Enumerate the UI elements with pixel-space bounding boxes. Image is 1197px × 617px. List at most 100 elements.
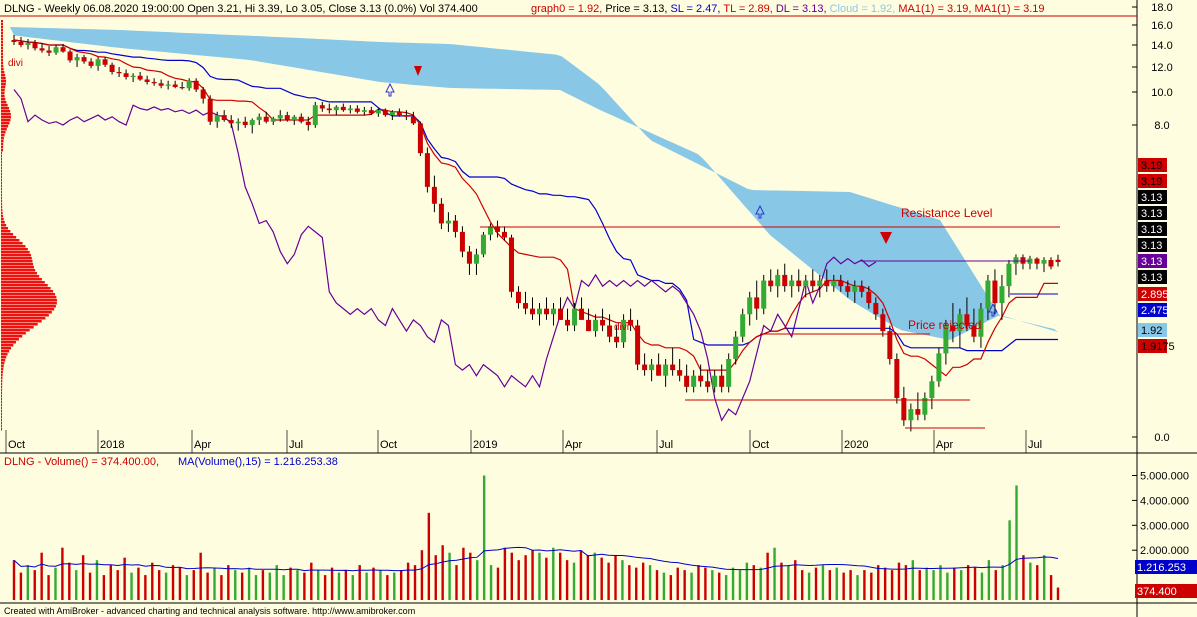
time-tick-label: Apr	[565, 439, 582, 451]
candle	[572, 303, 578, 332]
candle	[123, 69, 129, 80]
volume-profile-bar	[1, 143, 4, 146]
candle	[663, 358, 669, 387]
volume-bar	[503, 547, 507, 600]
candle	[249, 118, 255, 134]
volume-bar	[558, 552, 562, 600]
volume-profile-bar	[1, 362, 5, 365]
volume-profile-bar	[1, 287, 51, 290]
volume-profile-bar	[1, 23, 3, 26]
volume-profile-bar	[1, 107, 10, 110]
price-marker-label: 3.13	[1141, 192, 1162, 204]
header-stat-4: DL = 3.13,	[776, 3, 830, 15]
volume-bar	[296, 570, 299, 600]
up-arrow-icon	[385, 82, 395, 97]
volume-bar	[897, 562, 901, 600]
volume-bar	[192, 570, 195, 600]
volume-profile-bar	[1, 308, 55, 311]
candle	[473, 248, 479, 275]
volume-bar	[718, 572, 721, 600]
volume-profile-bar	[1, 98, 6, 101]
candle	[978, 303, 984, 348]
volume-profile-bar	[1, 419, 3, 422]
volume-profile-bar	[1, 263, 34, 266]
volume-profile-bar	[1, 323, 38, 326]
volume-bar	[586, 555, 590, 600]
volume-profile-bar	[1, 329, 30, 332]
volume-profile-bar	[1, 386, 3, 389]
candle	[95, 57, 101, 71]
candle	[845, 280, 851, 298]
volume-profile-bar	[1, 173, 3, 176]
candle	[887, 325, 893, 365]
volume-tick-label: 2.000.000	[1140, 545, 1189, 557]
volume-bar	[123, 557, 126, 600]
price-marker-box	[1138, 303, 1167, 317]
candle	[452, 215, 458, 238]
candle	[985, 274, 991, 320]
candle	[11, 35, 17, 45]
volume-profile-bar	[1, 113, 11, 116]
price-marker-label: 3.13	[1141, 208, 1162, 220]
candle	[908, 403, 914, 432]
volume-bar	[1036, 565, 1039, 600]
volume-profile-bar	[1, 311, 52, 314]
candle	[410, 111, 416, 125]
volume-profile-bar	[1, 77, 6, 80]
volume-marker-label: 374.400	[1137, 586, 1177, 598]
volume-profile-bar	[1, 122, 10, 125]
candle	[347, 105, 353, 114]
volume-profile-bar	[1, 338, 19, 341]
candle	[768, 269, 774, 292]
candle	[466, 245, 472, 275]
volume-bar	[102, 575, 106, 600]
candle	[193, 78, 199, 92]
candle	[354, 105, 360, 114]
volume-bar	[863, 570, 866, 600]
candle	[242, 116, 248, 128]
candle	[137, 72, 143, 81]
volume-bar	[476, 560, 479, 600]
footer-credit: Created with AmiBroker - advanced charti…	[4, 606, 415, 616]
volume-profile-bar	[1, 62, 4, 65]
candle	[565, 308, 571, 332]
candle	[544, 297, 550, 320]
price-tick-label: 8.0	[1154, 120, 1169, 132]
price-marker-label: 3.13	[1141, 224, 1162, 236]
price-marker-box	[1138, 206, 1167, 220]
volume-bar	[662, 572, 666, 600]
volume-profile-bar	[1, 131, 6, 134]
price-marker-label: 1.92	[1141, 325, 1162, 337]
volume-bar	[1015, 485, 1018, 600]
candle	[649, 358, 655, 382]
candle	[179, 82, 185, 90]
volume-profile-bar	[1, 221, 5, 224]
volume-profile-bar	[1, 119, 11, 122]
volume-bar	[171, 565, 175, 600]
candle	[291, 115, 297, 125]
volume-bar	[1049, 575, 1053, 600]
header-stat-0: graph0 = 1.92,	[531, 3, 605, 15]
volume-profile-bar	[1, 257, 32, 260]
volume-bar	[731, 567, 735, 600]
volume-profile-bar	[1, 317, 46, 320]
up-arrow-icon-3	[988, 302, 998, 317]
volume-bar	[234, 570, 237, 600]
volume-bar	[724, 575, 728, 600]
volume-profile-bar	[1, 50, 4, 53]
volume-profile-bar	[1, 152, 3, 155]
candle	[950, 303, 956, 343]
candle	[445, 212, 451, 232]
volume-bar	[655, 570, 659, 600]
price-tick-label: 10.0	[1151, 87, 1172, 99]
candle	[312, 101, 318, 128]
volume-bar	[1056, 587, 1060, 600]
volume-profile-bar	[1, 290, 54, 293]
candle	[936, 347, 942, 387]
volume-bar	[807, 572, 811, 600]
volume-tick-label: 3.000.000	[1140, 520, 1189, 532]
volume-profile-bar	[1, 395, 3, 398]
candle	[109, 62, 115, 75]
candle	[838, 274, 844, 292]
